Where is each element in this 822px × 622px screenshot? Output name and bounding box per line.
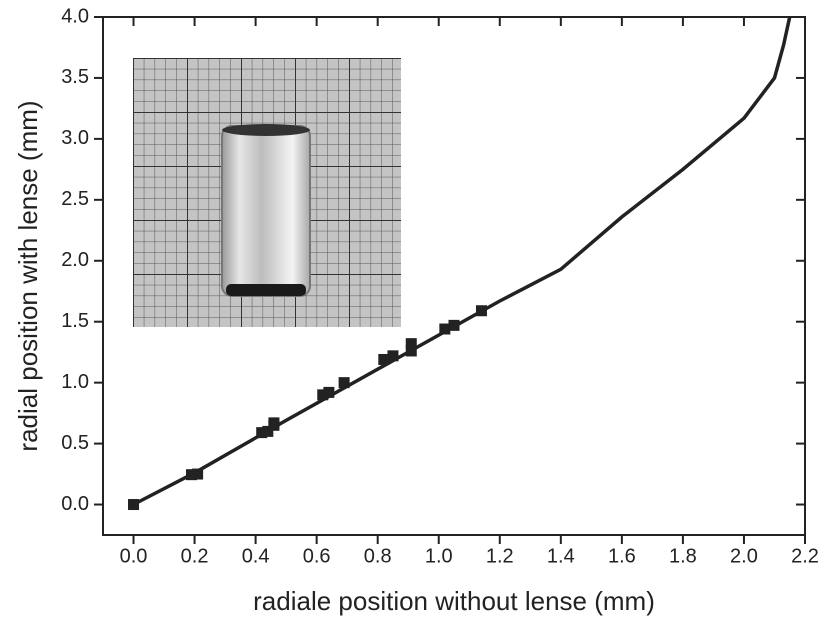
y-axis-title: radial position with lense (mm) [13,100,43,451]
y-tick-label: 3.0 [61,127,89,149]
plot-frame [102,16,806,536]
data-point [128,499,140,511]
data-point [405,345,417,357]
data-point [317,389,329,401]
data-point [192,468,204,480]
data-point [256,427,268,439]
x-tick-label: 2.2 [791,545,819,567]
x-axis-title: radiale position without lense (mm) [253,586,655,616]
x-tick-label: 0.0 [120,545,148,567]
y-tick-label: 2.0 [61,249,89,271]
data-point [405,338,417,350]
data-point [338,377,350,389]
y-tick-label: 1.5 [61,310,89,332]
data-point [323,386,335,398]
x-tick-label: 0.6 [303,545,331,567]
x-tick-label: 0.8 [364,545,392,567]
x-tick-label: 1.8 [669,545,697,567]
data-point [439,323,451,335]
y-tick-label: 2.5 [61,188,89,210]
y-tick-label: 4.0 [61,5,89,27]
x-tick-label: 1.4 [547,545,575,567]
x-tick-label: 2.0 [730,545,758,567]
data-point [262,425,274,437]
x-tick-label: 1.2 [486,545,514,567]
x-tick-label: 1.0 [425,545,453,567]
data-point [387,350,399,362]
data-point [268,419,280,431]
x-tick-label: 0.2 [181,545,209,567]
y-tick-label: 0.0 [61,493,89,515]
x-tick-label: 1.6 [608,545,636,567]
inset-photo [133,58,401,327]
y-tick-label: 0.5 [61,432,89,454]
data-point [448,319,460,331]
y-tick-label: 1.0 [61,371,89,393]
data-point [475,305,487,317]
data-point [186,469,198,481]
data-point [378,353,390,365]
x-tick-label: 0.4 [242,545,270,567]
y-tick-label: 3.5 [61,66,89,88]
